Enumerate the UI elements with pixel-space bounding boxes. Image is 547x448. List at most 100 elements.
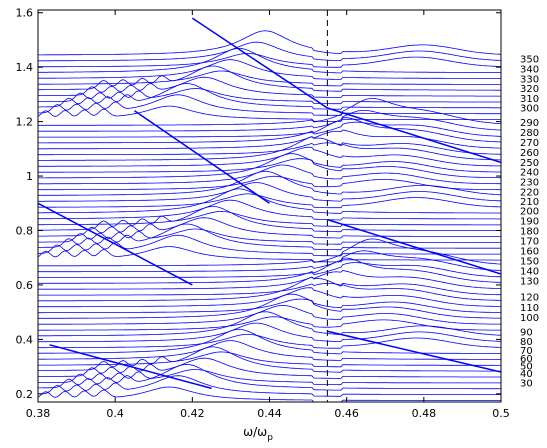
spectrum-trace	[38, 170, 501, 196]
series-label: 130	[520, 277, 539, 288]
x-tick-label: 0.5	[492, 407, 510, 420]
spectrum-trace	[38, 48, 501, 74]
spectrum-trace	[38, 287, 501, 308]
spectrum-trace	[38, 304, 501, 325]
x-axis-label: ω/ωp	[243, 425, 273, 443]
spectrum-trace	[38, 164, 501, 185]
spectrum-trace	[38, 193, 501, 209]
series-label: 150	[520, 256, 539, 267]
x-tick-label: 0.48	[412, 407, 437, 420]
series-label: 270	[520, 138, 539, 149]
spectrum-trace	[38, 322, 501, 343]
series-label: 300	[520, 104, 539, 115]
spectrum-trace	[38, 375, 501, 397]
ridge-line	[49, 344, 212, 390]
series-label: 60	[520, 354, 533, 365]
series-label: 80	[520, 337, 533, 348]
series-label: 30	[520, 378, 533, 389]
ridge-line	[191, 17, 328, 109]
x-axis-label-main: ω/ω	[243, 425, 267, 439]
x-tick-label: 0.46	[334, 407, 359, 420]
series-label: 190	[520, 216, 539, 227]
y-tick-label: 1.6	[16, 7, 34, 20]
ridge-line	[327, 107, 501, 164]
plot-background	[38, 10, 501, 402]
spectrum-trace	[38, 316, 501, 331]
spectrum-trace	[38, 205, 501, 233]
spectrum-trace	[38, 217, 501, 239]
spectrum-trace	[38, 117, 501, 144]
series-label: 340	[520, 65, 539, 76]
spectrum-trace	[38, 250, 501, 273]
ridge-line	[38, 202, 193, 286]
x-tick-label: 0.44	[257, 407, 282, 420]
spectrum-trace	[38, 276, 501, 302]
series-label: 330	[520, 74, 539, 85]
spectrum-trace	[38, 188, 501, 214]
y-tick-label: 0.6	[16, 279, 34, 292]
series-label: 210	[520, 197, 539, 208]
spectrum-trace	[38, 65, 501, 92]
spectrum-trace	[38, 311, 501, 337]
spectrum-trace	[38, 146, 501, 167]
series-label: 120	[520, 292, 539, 303]
spectra-traces	[38, 17, 501, 402]
spectrum-trace	[38, 175, 501, 191]
spectrum-trace	[38, 333, 501, 349]
series-label: 160	[520, 247, 539, 258]
spectrum-trace	[38, 369, 501, 386]
spectrum-trace	[38, 262, 501, 279]
series-label: 310	[520, 94, 539, 105]
y-tick-label: 0.4	[16, 333, 34, 346]
spectrum-trace	[38, 110, 501, 132]
spectrum-trace	[38, 269, 501, 290]
series-label: 230	[520, 178, 539, 189]
x-axis-label-sub: p	[267, 433, 273, 443]
series-label: 170	[520, 236, 539, 247]
spectrum-trace	[38, 293, 501, 319]
series-label: 240	[520, 168, 539, 179]
series-label: 90	[520, 327, 533, 338]
ridge-line	[327, 330, 501, 373]
spectrum-trace	[38, 136, 501, 161]
spectrum-trace	[38, 98, 501, 126]
spectrum-trace	[38, 357, 501, 379]
spectrum-trace	[38, 30, 501, 56]
spectrum-trace	[38, 223, 501, 251]
spectrum-trace	[38, 105, 501, 122]
series-label: 250	[520, 158, 539, 169]
series-label: 180	[520, 227, 539, 238]
spectrum-trace	[38, 340, 501, 361]
spectrum-trace	[38, 76, 501, 98]
spectrum-trace	[38, 158, 501, 173]
spectrum-trace	[38, 121, 501, 138]
y-tick-label: 1	[26, 170, 33, 183]
spectrum-trace	[38, 88, 501, 105]
y-tick-label: 0.2	[16, 388, 34, 401]
spectrum-trace	[38, 83, 501, 110]
series-label: 50	[520, 362, 533, 373]
series-label: 110	[520, 303, 539, 314]
spectrum-trace	[38, 142, 501, 156]
series-label: 220	[520, 187, 539, 198]
spectrum-trace	[38, 257, 501, 284]
y-tick-label: 1.4	[16, 61, 34, 74]
x-tick-label: 0.38	[26, 407, 51, 420]
y-tick-label: 1.2	[16, 116, 34, 129]
spectrum-trace	[38, 153, 501, 179]
spectrum-trace	[38, 363, 501, 391]
spectrum-trace	[38, 53, 501, 68]
spectrum-trace	[38, 282, 501, 296]
series-label: 140	[520, 266, 539, 277]
x-tick-label: 0.42	[180, 407, 205, 420]
ridge-line	[134, 110, 270, 204]
spectrum-trace	[38, 182, 501, 202]
x-axis-ticks: 0.38 0.4 0.42 0.44 0.46 0.48 0.5	[26, 10, 510, 420]
series-label: 320	[520, 84, 539, 95]
spectrum-trace	[38, 228, 501, 245]
series-label: 100	[520, 313, 539, 324]
y-tick-label: 0.8	[16, 225, 34, 238]
spectrum-trace	[38, 94, 501, 116]
y-axis-ticks: 0.2 0.4 0.6 0.8 1 1.2 1.4 1.6	[16, 7, 501, 401]
